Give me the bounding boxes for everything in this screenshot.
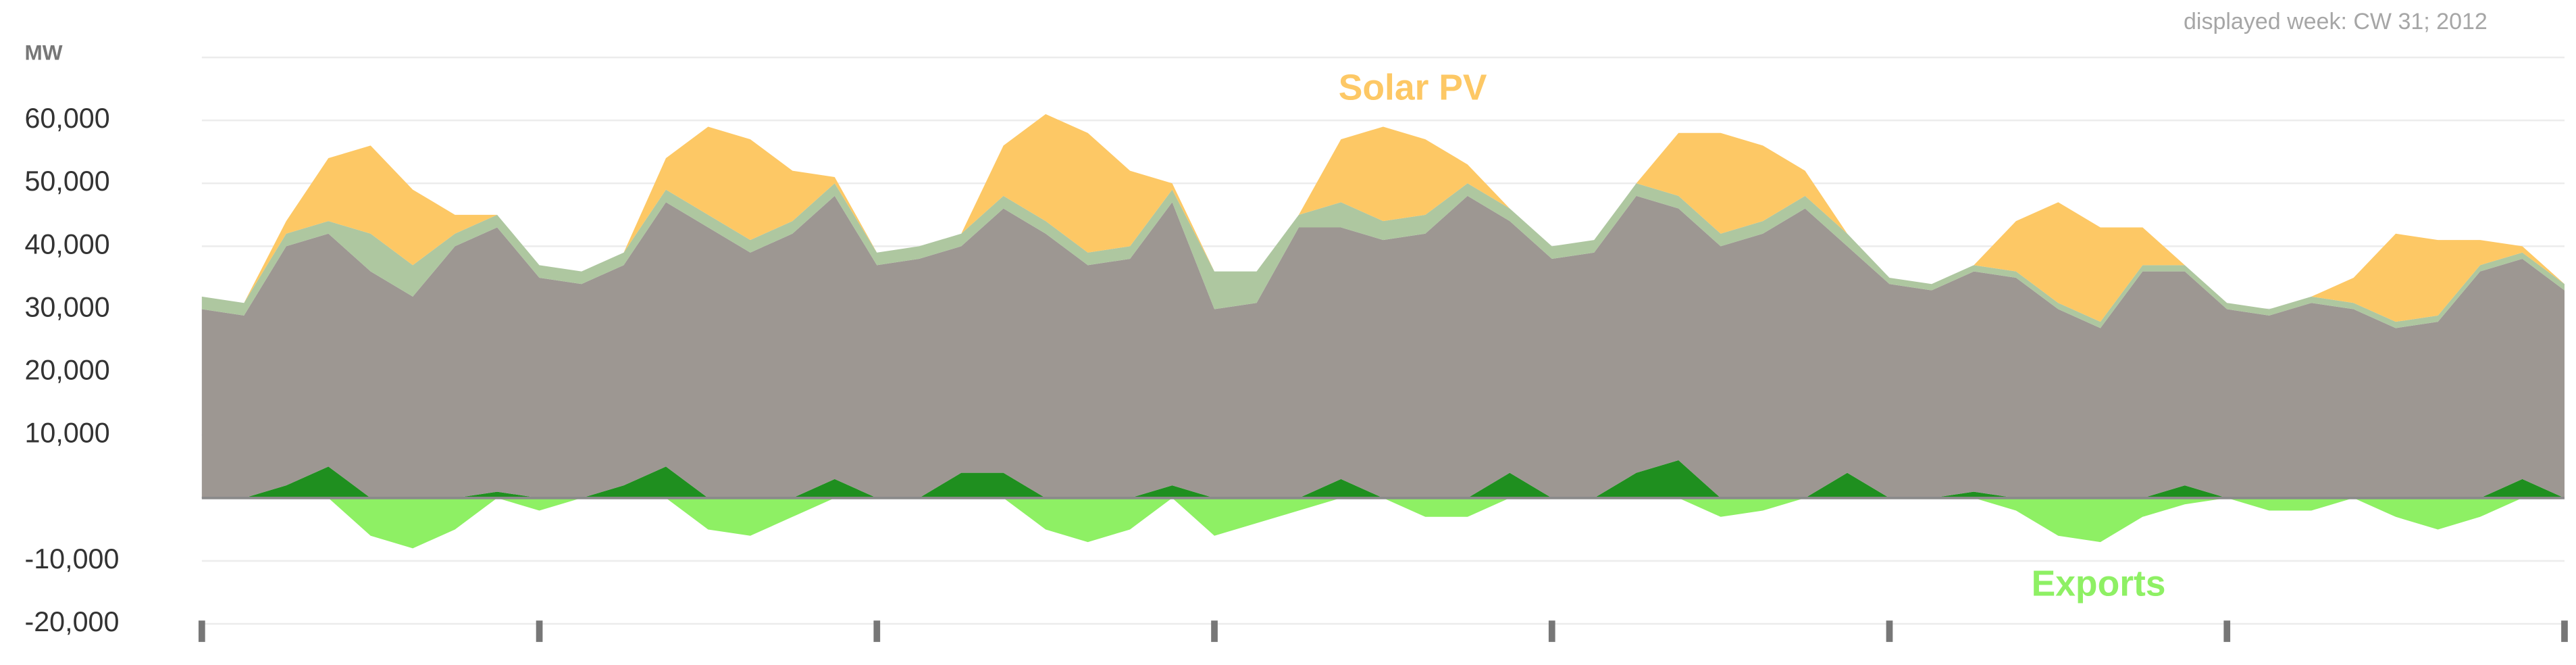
y-tick-label: 20,000 bbox=[24, 355, 109, 386]
y-tick-label: -10,000 bbox=[24, 543, 119, 574]
chart-subtitle: displayed week: CW 31; 2012 bbox=[2184, 9, 2488, 34]
area bbox=[201, 195, 2565, 498]
y-tick-label: 60,000 bbox=[24, 103, 109, 134]
y-tick-label: 30,000 bbox=[24, 291, 109, 322]
y-tick-label: 50,000 bbox=[24, 166, 109, 197]
series-label: Exports bbox=[2032, 564, 2166, 604]
y-tick-label: 40,000 bbox=[24, 228, 109, 260]
area bbox=[201, 460, 2565, 498]
y-axis-label: MW bbox=[24, 41, 62, 65]
series-label: Solar PV bbox=[1339, 68, 1487, 108]
y-tick-label: -20,000 bbox=[24, 606, 119, 637]
y-tick-label: 10,000 bbox=[24, 418, 109, 449]
area bbox=[201, 497, 2565, 549]
area bbox=[201, 114, 2565, 322]
